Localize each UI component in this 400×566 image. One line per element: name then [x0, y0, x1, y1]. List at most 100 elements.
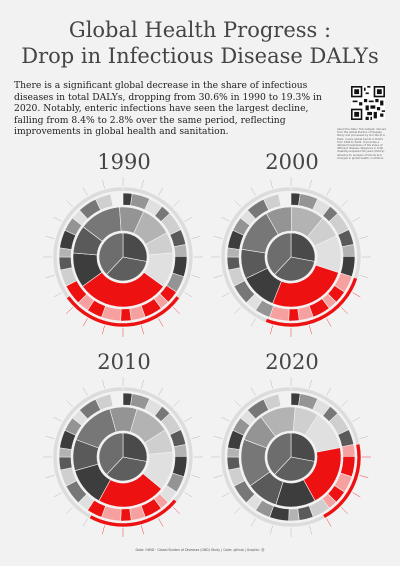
leader-line	[184, 216, 193, 222]
leader-line	[191, 236, 201, 239]
leader-line	[309, 325, 312, 335]
leader-line	[213, 475, 223, 478]
sunburst-chart-2000	[211, 177, 371, 337]
category-segment	[143, 252, 174, 287]
subcause-segment	[173, 244, 188, 257]
leader-line	[158, 187, 164, 196]
leader-line	[352, 216, 361, 222]
leader-line	[250, 387, 256, 396]
leader-line	[141, 525, 144, 535]
leader-line	[173, 200, 180, 207]
leader-line	[158, 387, 164, 396]
sunburst-chart-2020	[211, 377, 371, 537]
leader-line	[102, 325, 105, 335]
leader-line	[326, 518, 332, 527]
sunburst-chart-1990	[43, 177, 203, 337]
infectious-subcause-segment	[120, 308, 132, 322]
outer-ring-highlight	[322, 443, 362, 519]
leader-line	[158, 518, 164, 527]
leader-line	[191, 475, 201, 478]
leader-line	[270, 379, 273, 389]
leader-line	[102, 379, 105, 389]
core-segment	[98, 432, 124, 475]
outer-ring-highlight	[65, 295, 181, 328]
leader-line	[45, 236, 55, 239]
leader-line	[250, 318, 256, 327]
leader-line	[53, 492, 62, 498]
leader-line	[221, 292, 230, 298]
leader-line	[141, 379, 144, 389]
leader-line	[213, 275, 223, 278]
leader-line	[53, 416, 62, 422]
leader-line	[191, 275, 201, 278]
outer-ring	[52, 186, 194, 328]
leader-line	[341, 400, 348, 407]
leader-line	[352, 292, 361, 298]
outer-ring-highlight	[264, 277, 358, 328]
leader-line	[66, 200, 73, 207]
leader-line	[270, 179, 273, 189]
leader-line	[309, 525, 312, 535]
year-label-2000: 2000	[265, 150, 319, 174]
leader-line	[184, 416, 193, 422]
leader-line	[173, 507, 180, 514]
subcause-segment	[173, 444, 188, 457]
subcause-segment	[341, 244, 356, 257]
subcause-segment	[58, 256, 73, 271]
leader-line	[326, 187, 332, 196]
leader-line	[45, 475, 55, 478]
leader-line	[173, 307, 180, 314]
leader-line	[158, 318, 164, 327]
leader-line	[221, 492, 230, 498]
leader-line	[352, 416, 361, 422]
subcause-segment	[95, 393, 114, 411]
subcause-segment	[226, 256, 241, 271]
subcause-segment	[95, 193, 114, 211]
year-label-2020: 2020	[265, 350, 319, 374]
outer-ring	[52, 386, 194, 528]
leader-line	[359, 475, 369, 478]
leader-line	[173, 400, 180, 407]
footer-credits: Data: OWID · Global Burden of Diseases (…	[135, 548, 265, 552]
leader-line	[184, 292, 193, 298]
leader-line	[234, 307, 241, 314]
leader-line	[213, 236, 223, 239]
leader-line	[82, 518, 88, 527]
leader-line	[141, 325, 144, 335]
core-segment	[266, 432, 292, 475]
leader-line	[82, 387, 88, 396]
subcause-segment	[288, 508, 300, 522]
leader-line	[359, 436, 369, 439]
leader-line	[53, 292, 62, 298]
leader-line	[45, 275, 55, 278]
year-label-1990: 1990	[97, 150, 151, 174]
leader-line	[270, 325, 273, 335]
leader-line	[234, 200, 241, 207]
leader-line	[341, 200, 348, 207]
data-note: About the Data: This dataset, derived fr…	[337, 128, 386, 160]
leader-line	[221, 216, 230, 222]
leader-line	[326, 318, 332, 327]
leader-line	[45, 436, 55, 439]
subcause-segment	[58, 456, 73, 471]
leader-line	[184, 492, 193, 498]
leader-line	[341, 507, 348, 514]
leader-line	[102, 525, 105, 535]
leader-line	[221, 416, 230, 422]
leader-line	[191, 436, 201, 439]
infectious-subcause-segment	[120, 508, 132, 522]
infectious-subcause-segment	[288, 308, 300, 322]
category-segment	[314, 235, 342, 273]
leader-line	[359, 275, 369, 278]
leader-line	[66, 307, 73, 314]
leader-line	[66, 400, 73, 407]
year-label-2010: 2010	[97, 350, 151, 374]
page-title-line-2: Drop in Infectious Disease DALYs	[21, 44, 379, 68]
category-segment	[142, 451, 174, 490]
category-segment	[304, 414, 341, 453]
subcause-segment	[226, 456, 241, 471]
leader-line	[213, 436, 223, 439]
leader-line	[309, 179, 312, 189]
leader-line	[82, 187, 88, 196]
qr-code	[351, 86, 385, 120]
